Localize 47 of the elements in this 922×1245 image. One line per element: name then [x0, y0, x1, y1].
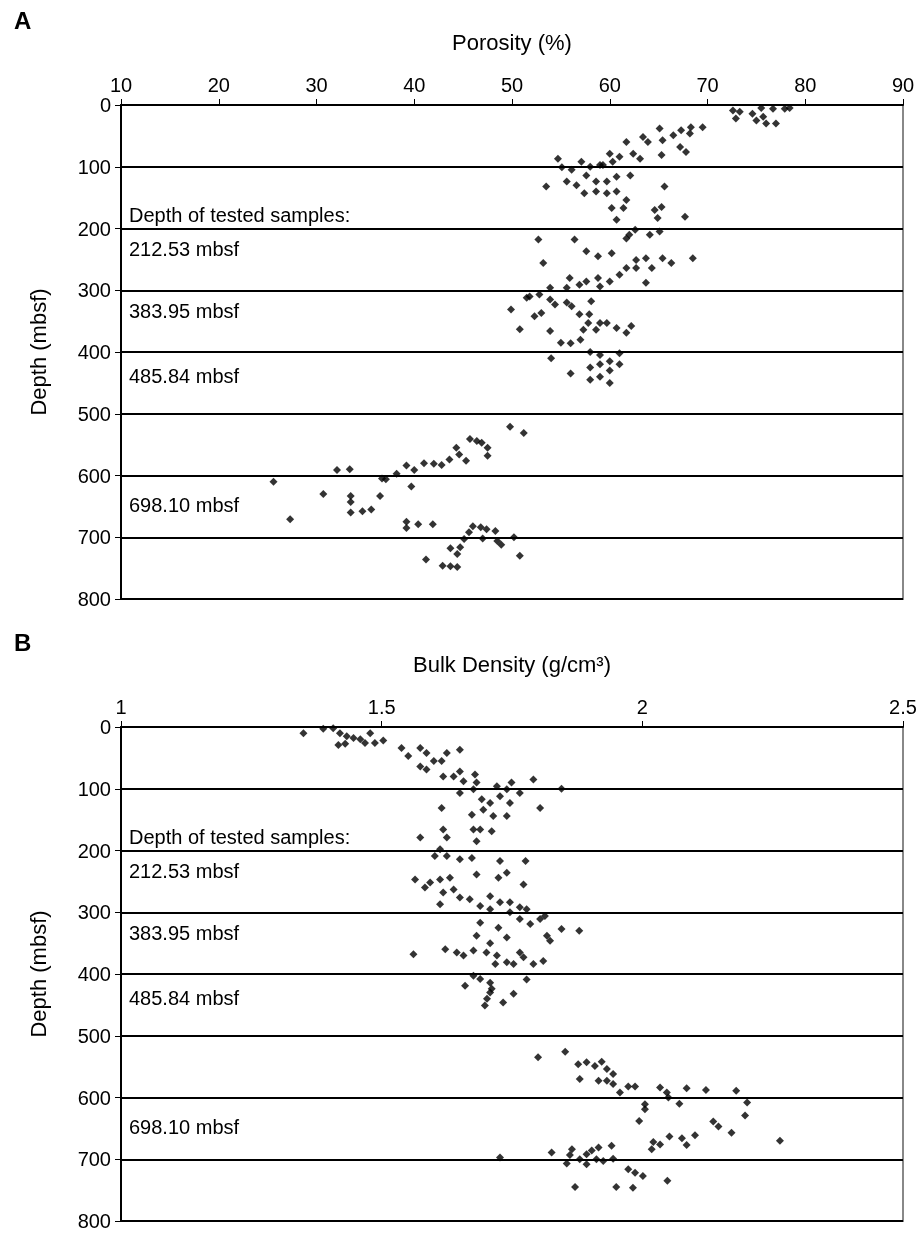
y-tick-label: 300 [77, 279, 111, 302]
annotation: 485.84 mbsf [129, 364, 240, 387]
y-tick-label: 700 [77, 526, 111, 549]
y-tick-label: 200 [77, 217, 111, 240]
chart-title: A [14, 6, 32, 34]
annotation: 698.10 mbsf [129, 1116, 240, 1139]
y-tick-label: 500 [77, 402, 111, 425]
x-tick-label: 40 [403, 74, 426, 96]
x-tick-label: 60 [598, 74, 621, 96]
y-tick-label: 300 [77, 901, 111, 924]
y-tick-label: 600 [77, 1086, 111, 1109]
chart-title: B [14, 628, 32, 656]
y-tick-label: 700 [77, 1148, 111, 1171]
x-axis-title: Bulk Density (g/cm³) [412, 651, 612, 677]
y-tick-label: 800 [77, 588, 111, 610]
annotation: 212.53 mbsf [129, 238, 240, 261]
y-tick-label: 200 [77, 839, 111, 862]
x-tick-label: 2 [636, 696, 648, 718]
y-axis-title: Depth (mbsf) [25, 910, 51, 1038]
x-tick-label: 30 [305, 74, 328, 96]
x-axis-title: Porosity (%) [452, 29, 572, 55]
y-tick-label: 0 [99, 94, 111, 116]
y-tick-label: 500 [77, 1024, 111, 1047]
y-tick-label: 100 [77, 777, 111, 800]
annotation: Depth of tested samples: [129, 826, 351, 849]
annotation: 698.10 mbsf [129, 494, 240, 517]
y-tick-label: 100 [77, 155, 111, 178]
y-tick-label: 800 [77, 1210, 111, 1232]
annotation: 485.84 mbsf [129, 986, 240, 1009]
annotation: 383.95 mbsf [129, 921, 240, 944]
x-tick-label: 10 [109, 74, 133, 96]
annotation: 383.95 mbsf [129, 299, 240, 322]
x-tick-label: 80 [794, 74, 817, 96]
y-tick-label: 600 [77, 464, 111, 487]
x-tick-label: 90 [891, 74, 915, 96]
y-tick-label: 400 [77, 341, 111, 363]
x-tick-label: 70 [696, 74, 719, 96]
x-tick-label: 2.5 [889, 696, 917, 718]
y-tick-label: 0 [99, 716, 111, 738]
x-tick-label: 20 [207, 74, 230, 96]
x-tick-label: 50 [500, 74, 524, 96]
annotation: 212.53 mbsf [129, 860, 240, 883]
y-axis-title: Depth (mbsf) [25, 288, 51, 416]
y-tick-label: 400 [77, 963, 111, 985]
x-tick-label: 1.5 [367, 696, 396, 718]
x-tick-label: 1 [115, 696, 127, 718]
annotation: Depth of tested samples: [129, 204, 351, 227]
